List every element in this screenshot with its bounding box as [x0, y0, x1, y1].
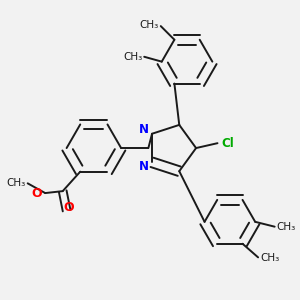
Text: O: O — [32, 187, 42, 200]
Text: N: N — [139, 123, 149, 136]
Text: CH₃: CH₃ — [7, 178, 26, 188]
Text: Cl: Cl — [221, 137, 234, 150]
Text: CH₃: CH₃ — [123, 52, 142, 62]
Text: CH₃: CH₃ — [277, 222, 296, 232]
Text: CH₃: CH₃ — [260, 253, 279, 263]
Text: O: O — [63, 202, 74, 214]
Text: CH₃: CH₃ — [140, 20, 159, 30]
Text: N: N — [139, 160, 149, 173]
